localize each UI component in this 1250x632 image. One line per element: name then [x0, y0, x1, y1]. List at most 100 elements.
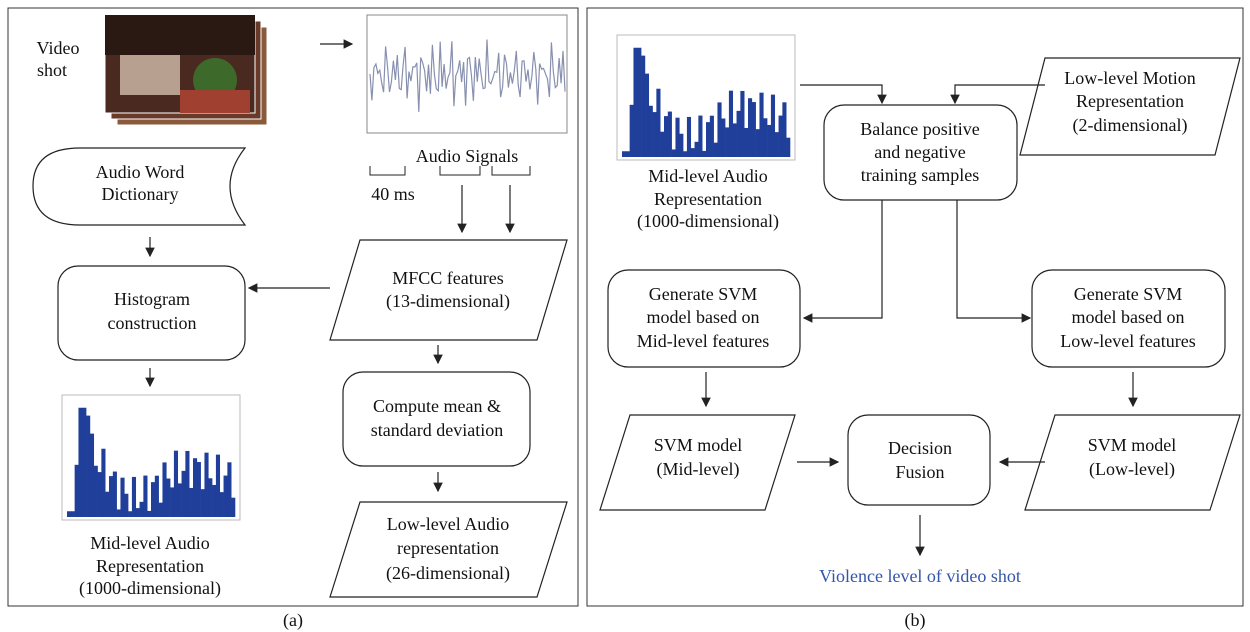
histogram-bar — [67, 511, 71, 517]
histogram-bar — [75, 465, 79, 517]
histogram-bar — [147, 511, 151, 517]
low-level-label: Low-level Audio — [387, 514, 509, 534]
histogram-bar — [82, 408, 86, 517]
video-frames — [105, 15, 267, 125]
histogram-bar — [771, 95, 775, 157]
histogram-bar — [231, 498, 235, 517]
frame-brackets — [370, 166, 530, 175]
mid-level-label: Representation — [654, 189, 762, 209]
balance-label: and negative — [874, 142, 965, 162]
histogram-bar — [136, 508, 140, 517]
dictionary-label: Audio Word — [96, 162, 185, 182]
histogram-bar — [162, 462, 166, 517]
compute-box — [343, 372, 530, 466]
histogram-bar — [664, 116, 668, 157]
histogram-bar — [185, 451, 189, 517]
histogram-label: construction — [108, 313, 197, 333]
arrow — [804, 200, 882, 318]
mfcc-shape — [330, 240, 567, 340]
arrow — [955, 85, 1045, 103]
histogram-bar — [698, 116, 702, 157]
histogram-bar — [725, 127, 729, 157]
histogram-bar — [71, 511, 75, 517]
histogram-bar — [645, 74, 649, 157]
histogram-bar — [626, 151, 630, 157]
histogram-bar — [174, 451, 178, 517]
histogram-bar — [782, 102, 786, 157]
svm-mid-label: (Mid-level) — [657, 459, 740, 480]
motion-label: Low-level Motion — [1064, 68, 1195, 88]
histogram-bar — [786, 138, 790, 157]
balance-label: Balance positive — [860, 119, 979, 139]
histogram-bar — [124, 494, 128, 517]
histogram-bar — [744, 128, 748, 157]
histogram-bar — [656, 89, 660, 157]
low-level-label: (26-dimensional) — [386, 563, 510, 584]
histogram-bar — [706, 122, 710, 157]
mid-level-label: Mid-level Audio — [648, 166, 768, 186]
histogram-bar — [702, 151, 706, 157]
histogram-bar — [105, 492, 109, 517]
histogram-bar — [729, 91, 733, 157]
generate-mid-label: Generate SVM — [649, 284, 757, 304]
video-label: shot — [37, 60, 67, 80]
histogram-bar — [779, 116, 783, 157]
frame-length: 40 ms — [371, 184, 415, 204]
caption: (a) — [283, 610, 303, 631]
histogram-bar — [714, 143, 718, 157]
histogram-bar — [101, 449, 105, 517]
histogram-bar — [737, 111, 741, 157]
histogram-bar — [90, 434, 94, 517]
low-level-label: representation — [397, 538, 499, 558]
histogram-bar — [197, 462, 201, 517]
histogram-bar — [159, 503, 163, 517]
histogram-bar — [86, 416, 90, 517]
mid-level-label: (1000-dimensional) — [79, 578, 221, 599]
histogram-bar — [132, 477, 136, 517]
dictionary-label: Dictionary — [102, 184, 179, 204]
histogram-bar — [220, 492, 224, 517]
histogram-bar — [109, 476, 113, 517]
generate-low-label: Generate SVM — [1074, 284, 1182, 304]
histogram-bar — [227, 462, 231, 517]
histogram-bar — [683, 151, 687, 157]
histogram-bar — [710, 116, 714, 157]
mfcc-label: (13-dimensional) — [386, 291, 510, 312]
audio-signals: Audio Signals — [416, 146, 519, 166]
histogram-bar — [733, 123, 737, 157]
histogram-image — [617, 35, 795, 160]
histogram-label: Histogram — [114, 289, 190, 309]
histogram-bar — [224, 476, 228, 517]
diagram: Video shot Audio Signals 40 ms Audio Wor… — [0, 0, 1250, 632]
histogram-bar — [204, 453, 208, 517]
mid-level-label: Mid-level Audio — [90, 533, 210, 553]
mid-level-label: (1000-dimensional) — [637, 211, 779, 232]
histogram-bar — [208, 478, 212, 517]
svm-low-label: (Low-level) — [1089, 459, 1175, 480]
video-label: Video — [37, 38, 80, 58]
histogram-bar — [637, 48, 641, 157]
histogram-bar — [653, 112, 657, 157]
histogram-bar — [630, 105, 634, 157]
histogram-bar — [193, 458, 197, 517]
svm-low-label: SVM model — [1088, 435, 1177, 455]
histogram-bar — [117, 509, 121, 517]
compute-label: Compute mean & — [373, 396, 501, 416]
histogram-bar — [128, 511, 132, 517]
histogram-bar — [151, 482, 155, 517]
histogram-bar — [212, 485, 216, 517]
compute-label: standard deviation — [371, 420, 503, 440]
arrow — [800, 85, 882, 103]
histogram-bar — [216, 455, 220, 517]
histogram-bar — [155, 476, 159, 517]
histogram-bar — [679, 134, 683, 157]
histogram-bar — [94, 466, 98, 517]
fusion-label: Fusion — [895, 462, 944, 482]
histogram-bar — [675, 118, 679, 157]
histogram-bar — [98, 472, 102, 517]
histogram-bar — [672, 149, 676, 157]
fusion-box — [848, 415, 990, 505]
histogram-bar — [649, 106, 653, 157]
histogram-bar — [201, 489, 205, 517]
histogram-bar — [740, 91, 744, 157]
